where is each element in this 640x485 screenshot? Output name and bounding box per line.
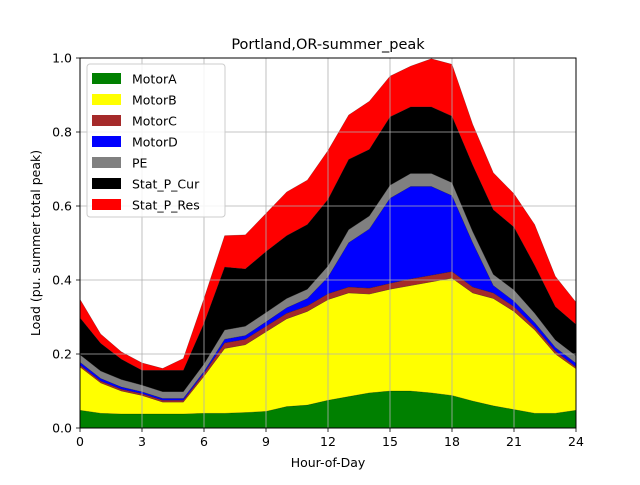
legend-label: MotorC [132,114,177,129]
x-tick-label: 9 [262,434,270,449]
legend-frame [86,63,226,218]
legend-swatch [92,178,121,189]
y-tick-label: 0.4 [52,273,72,288]
legend-swatch [92,199,121,210]
legend-swatch [92,136,121,147]
legend-label: Stat_P_Cur [132,177,200,192]
legend-label: MotorB [132,93,177,108]
y-tick-label: 0.6 [52,199,72,214]
chart-title: Portland,OR-summer_peak [231,37,425,53]
x-tick-label: 24 [568,434,584,449]
y-tick-label: 0.0 [52,421,72,436]
x-tick-label: 3 [138,434,146,449]
x-tick-label: 21 [506,434,522,449]
axis-ticks: 0 3 6 9 12 15 18 21 24 0.0 0.2 0.4 0.6 0.8 1.0 [52,51,584,450]
legend: MotorA MotorB MotorC MotorD PE Stat_P_Cur Stat… [86,63,226,218]
y-axis-label: Load (pu. summer total peak) [28,150,43,336]
legend-label: PE [132,156,148,171]
y-tick-label: 0.8 [52,125,72,140]
legend-label: MotorD [132,135,178,150]
x-tick-label: 12 [320,434,336,449]
y-tick-label: 1.0 [52,51,72,66]
legend-swatch [92,115,121,126]
legend-swatch [92,73,121,84]
x-tick-label: 15 [382,434,398,449]
legend-label: MotorA [132,72,177,87]
x-tick-label: 18 [444,434,460,449]
legend-swatch [92,157,121,168]
y-tick-label: 0.2 [52,347,72,362]
x-axis-label: Hour-of-Day [291,455,366,470]
x-tick-label: 0 [76,434,84,449]
x-tick-label: 6 [200,434,208,449]
legend-swatch [92,94,121,105]
legend-label: Stat_P_Res [132,198,200,213]
